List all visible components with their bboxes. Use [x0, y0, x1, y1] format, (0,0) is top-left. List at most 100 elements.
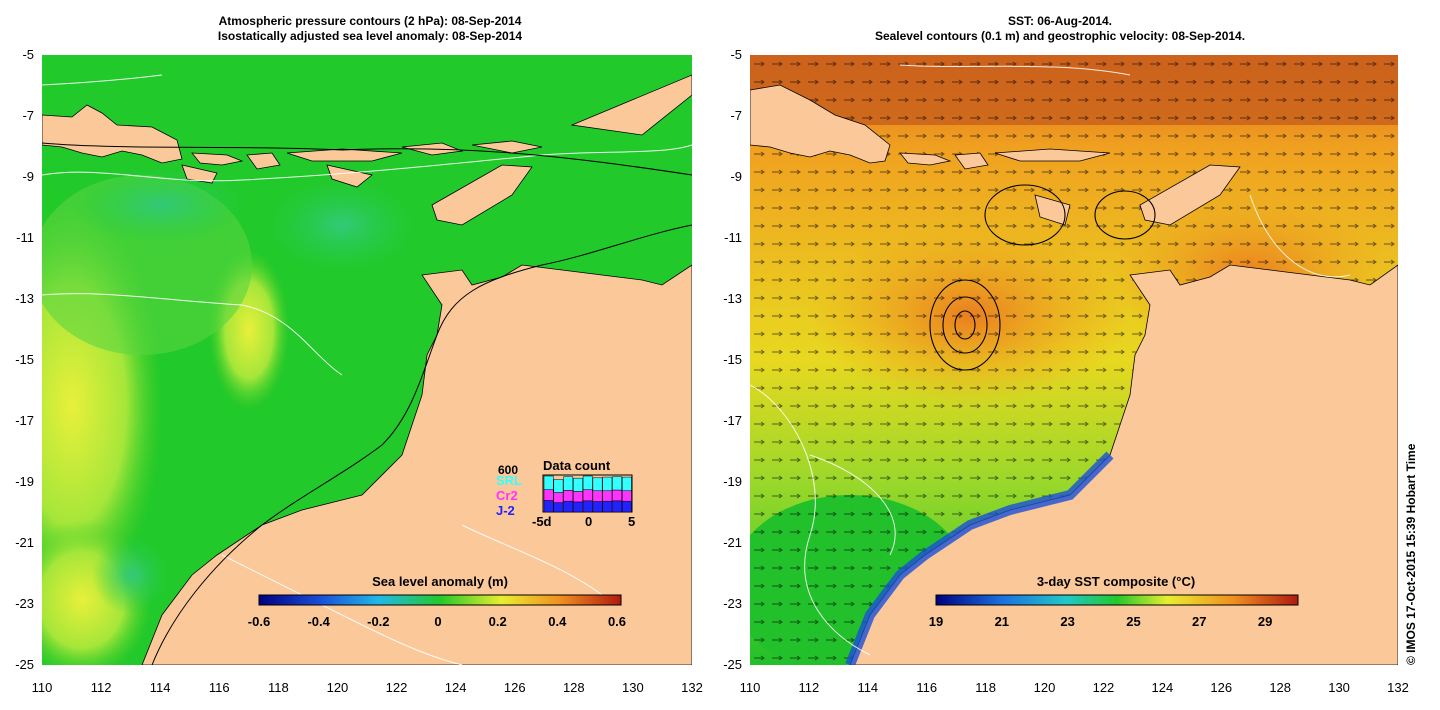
data-count-bar-j-2 — [602, 500, 613, 513]
left-x-tick: 110 — [31, 680, 53, 695]
data-count-bar-srl — [602, 476, 613, 492]
right-x-tick: 132 — [1387, 680, 1409, 695]
land-timor — [431, 164, 533, 226]
right-x-tick: 130 — [1328, 680, 1350, 695]
right-x-tick: 128 — [1269, 680, 1292, 695]
sst-colorbar-tick: 29 — [1257, 614, 1273, 629]
data-count-bar-srl — [621, 476, 632, 492]
right-x-tick: 122 — [1092, 680, 1115, 695]
data-count-bar-srl — [543, 475, 554, 490]
data-count-bar-j-2 — [592, 501, 603, 513]
data-count-bar-srl — [592, 477, 603, 492]
data-count-bar-j-2 — [543, 500, 554, 513]
land-australia — [141, 264, 692, 665]
sla-colorbar-tick: -0.2 — [367, 614, 390, 629]
left-y-tick: -13 — [15, 291, 34, 306]
left-y-tick: -17 — [15, 413, 34, 428]
left-x-tick: 120 — [326, 680, 349, 695]
left-y-tick: -21 — [15, 535, 34, 550]
right-y-tick: -23 — [723, 596, 742, 611]
sea-level-anomaly-map[interactable] — [42, 55, 692, 665]
left-y-tick: -5 — [22, 47, 34, 62]
cold-coastal-band — [845, 451, 1114, 665]
sealevel-contours — [750, 64, 1351, 656]
right-y-tick: -15 — [723, 352, 742, 367]
data-count-bar-cr2 — [573, 491, 583, 503]
right-y-tick: -17 — [723, 413, 742, 428]
right-x-tick: 114 — [857, 680, 879, 695]
right-title-line1: SST: 06-Aug-2014. — [1007, 14, 1113, 28]
data-count-bar-cr2 — [621, 490, 632, 502]
right-y-tick: -5 — [730, 47, 742, 62]
sla-colorbar-tick: -0.6 — [247, 614, 271, 629]
left-x-tick: 116 — [208, 680, 230, 695]
data-count-bar-j-2 — [621, 500, 632, 513]
sst-colorbar — [935, 594, 1299, 606]
sla-colorbar-tick: 0 — [434, 614, 442, 629]
sst-colorbar-tick: 27 — [1192, 614, 1207, 629]
data-count-title: Data count — [543, 458, 611, 473]
left-title-line1: Atmospheric pressure contours (2 hPa): 0… — [218, 14, 522, 28]
credit-text: © IMOS 17-Oct-2015 15:39 Hobart Time — [1404, 443, 1418, 665]
sst-colorbar-tick: 23 — [1060, 614, 1075, 629]
data-count-bar-srl — [573, 477, 583, 492]
right-map-title: SST: 06-Aug-2014. Sealevel contours (0.1… — [760, 14, 1360, 44]
left-x-tick: 132 — [681, 680, 703, 695]
left-x-tick: 130 — [622, 680, 644, 695]
data-count-xtick-max: 5 — [628, 514, 636, 529]
left-y-tick: -19 — [15, 474, 34, 489]
left-y-tick: -23 — [15, 596, 34, 611]
left-x-tick: 128 — [562, 680, 585, 695]
sst-map[interactable] — [750, 55, 1398, 665]
right-y-tick: -13 — [723, 291, 742, 306]
data-count-bar-j-2 — [582, 500, 593, 513]
data-count-bar-cr2 — [582, 489, 593, 502]
sla-colorbar-tick: 0.2 — [488, 614, 507, 629]
sst-colorbar-title: 3-day SST composite (°C) — [1036, 574, 1196, 589]
left-title-line2: Isostatically adjusted sea level anomaly… — [217, 29, 523, 43]
right-y-tick: -25 — [723, 657, 742, 672]
pressure-contours — [42, 74, 692, 665]
data-count-chart — [542, 474, 633, 513]
land-java — [42, 104, 183, 164]
data-count-bar-cr2 — [563, 490, 574, 502]
data-count-bar-cr2 — [612, 489, 622, 502]
left-y-tick: -25 — [15, 657, 34, 672]
right-x-tick: 126 — [1210, 680, 1233, 695]
sst-colorbar-tick: 19 — [928, 614, 944, 629]
sla-colorbar — [258, 594, 622, 606]
left-x-tick: 118 — [267, 680, 289, 695]
sla-colorbar-title: Sea level anomaly (m) — [372, 574, 508, 589]
sst-colorbar-tick: 21 — [994, 614, 1010, 629]
data-count-bar-j-2 — [573, 501, 583, 513]
data-count-bar-cr2 — [592, 490, 603, 502]
right-x-tick: 120 — [1033, 680, 1056, 695]
land-masses — [42, 74, 692, 665]
data-count-bar-j-2 — [553, 502, 564, 513]
data-count-bar-j-2 — [563, 500, 574, 513]
right-y-tick: -21 — [723, 535, 742, 550]
data-count-max: 600 — [498, 463, 519, 477]
data-count-bar-srl — [563, 476, 574, 491]
sla-colorbar-tick: 0.6 — [607, 614, 627, 629]
legend-cr2: Cr2 — [496, 488, 518, 503]
legend-j2: J-2 — [496, 503, 515, 518]
data-count-bar-srl — [612, 476, 622, 491]
left-x-tick: 124 — [444, 680, 467, 695]
right-y-tick: -19 — [723, 474, 742, 489]
eddy-contours — [929, 184, 1156, 371]
anomaly-low-north — [262, 175, 422, 275]
right-x-tick: 110 — [739, 680, 761, 695]
left-y-tick: -15 — [15, 352, 34, 367]
data-count-xtick-min: -5d — [532, 514, 552, 529]
data-count-bar-j-2 — [612, 500, 622, 513]
left-y-tick: -7 — [22, 108, 34, 123]
right-y-tick: -7 — [730, 108, 742, 123]
sst-colorbar-tick: 25 — [1126, 614, 1141, 629]
right-title-line2: Sealevel contours (0.1 m) and geostrophi… — [874, 29, 1246, 43]
right-x-tick: 118 — [975, 680, 996, 695]
sla-colorbar-tick: 0.4 — [548, 614, 567, 629]
data-count-bar-srl — [582, 475, 593, 490]
data-count-bar-cr2 — [602, 490, 613, 502]
sla-colorbar-tick: -0.4 — [307, 614, 330, 629]
